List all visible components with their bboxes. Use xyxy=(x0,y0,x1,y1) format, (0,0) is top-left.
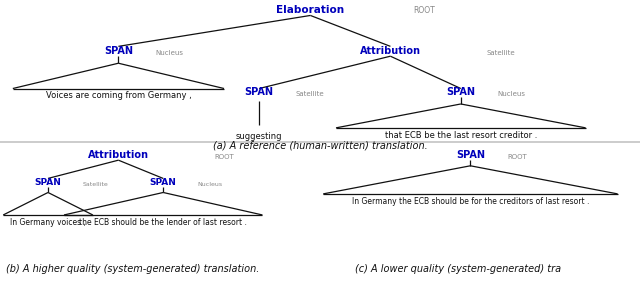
Text: Satellite: Satellite xyxy=(486,50,515,56)
Text: (b) A higher quality (system-generated) translation.: (b) A higher quality (system-generated) … xyxy=(6,264,260,274)
Text: ROOT: ROOT xyxy=(507,154,527,160)
Text: Attribution: Attribution xyxy=(88,150,149,160)
Text: In Germany the ECB should be for the creditors of last resort .: In Germany the ECB should be for the cre… xyxy=(352,197,589,206)
Text: ROOT: ROOT xyxy=(413,6,435,15)
Text: suggesting: suggesting xyxy=(236,132,282,141)
Text: SPAN: SPAN xyxy=(35,178,61,187)
Text: Nucleus: Nucleus xyxy=(497,91,525,97)
Text: Elaboration: Elaboration xyxy=(276,5,344,15)
Text: SPAN: SPAN xyxy=(456,150,485,160)
Text: SPAN: SPAN xyxy=(150,178,177,187)
Text: the ECB should be the lender of last resort .: the ECB should be the lender of last res… xyxy=(79,218,247,227)
Text: SPAN: SPAN xyxy=(104,46,133,56)
Text: Voices are coming from Germany ,: Voices are coming from Germany , xyxy=(45,91,191,100)
Text: Satellite: Satellite xyxy=(296,91,324,97)
Text: Nucleus: Nucleus xyxy=(197,182,223,187)
Text: Satellite: Satellite xyxy=(82,182,108,187)
Text: (a) A reference (human-written) translation.: (a) A reference (human-written) translat… xyxy=(212,140,428,151)
Text: Attribution: Attribution xyxy=(360,46,421,56)
Text: In Germany voices ,: In Germany voices , xyxy=(10,218,86,227)
Text: SPAN: SPAN xyxy=(446,87,476,97)
Text: ROOT: ROOT xyxy=(214,154,234,160)
Text: Nucleus: Nucleus xyxy=(155,50,183,56)
Text: that ECB be the last resort creditor .: that ECB be the last resort creditor . xyxy=(385,131,537,140)
Text: SPAN: SPAN xyxy=(244,87,274,97)
Text: (c) A lower quality (system-generated) tra: (c) A lower quality (system-generated) t… xyxy=(355,264,561,274)
